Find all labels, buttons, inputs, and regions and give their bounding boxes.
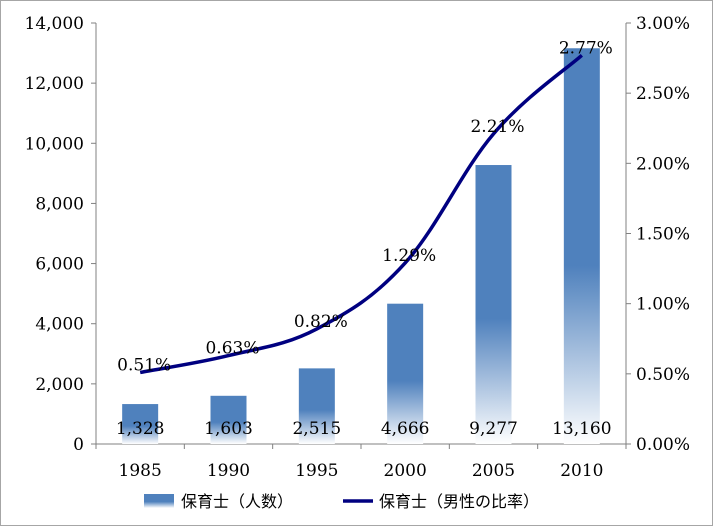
y-left-tick-label: 10,000	[25, 134, 84, 154]
x-tick-label: 2010	[560, 461, 603, 481]
bar-value-label: 1,328	[116, 419, 165, 439]
y-left-tick-label: 0	[73, 435, 84, 455]
line-series	[140, 55, 582, 372]
y-right-tick-label: 1.00%	[636, 295, 690, 315]
legend-line-label: 保育士（男性の比率）	[379, 492, 539, 511]
y-left-tick-label: 8,000	[35, 194, 84, 214]
y-right-tick-label: 0.50%	[636, 365, 690, 385]
y-left-tick-label: 2,000	[35, 375, 84, 395]
x-tick-label: 1985	[119, 461, 162, 481]
bar-value-label: 9,277	[469, 419, 518, 439]
y-right-tick-label: 3.00%	[636, 14, 690, 34]
legend-bar-label: 保育士（人数）	[181, 492, 293, 511]
x-tick-label: 1995	[295, 461, 338, 481]
legend-bar-swatch	[144, 494, 174, 508]
bar	[564, 48, 600, 444]
y-right-tick-label: 2.50%	[636, 84, 690, 104]
bar-value-label: 13,160	[552, 419, 611, 439]
y-left-tick-label: 12,000	[25, 74, 84, 94]
bar	[476, 165, 512, 444]
bar-value-label: 2,515	[292, 419, 341, 439]
line-value-label: 0.51%	[117, 355, 171, 375]
line-path	[140, 55, 582, 372]
y-left-tick-label: 14,000	[25, 14, 84, 34]
bar-series	[122, 48, 600, 444]
x-tick-label: 1990	[207, 461, 250, 481]
data-labels: 1,328 1,603 2,515 4,666 9,277 13,160 0.51% 0.63…	[116, 38, 613, 439]
bar-value-label: 1,603	[204, 419, 253, 439]
line-value-label: 2.77%	[559, 38, 613, 58]
y-right-tick-label: 2.00%	[636, 154, 690, 174]
y-right-tick-label: 1.50%	[636, 225, 690, 245]
line-value-label: 0.63%	[205, 339, 259, 359]
y-left-tick-label: 4,000	[35, 315, 84, 335]
x-tick-label: 2005	[472, 461, 515, 481]
legend: 保育士（人数） 保育士（男性の比率）	[144, 492, 539, 511]
line-value-label: 0.82%	[294, 312, 348, 332]
line-value-label: 2.21%	[470, 117, 524, 137]
y-right-tick-label: 0.00%	[636, 435, 690, 455]
line-value-label: 1.29%	[382, 246, 436, 266]
x-tick-label: 2000	[384, 461, 427, 481]
bar-value-label: 4,666	[381, 419, 430, 439]
y-left-tick-label: 6,000	[35, 255, 84, 275]
